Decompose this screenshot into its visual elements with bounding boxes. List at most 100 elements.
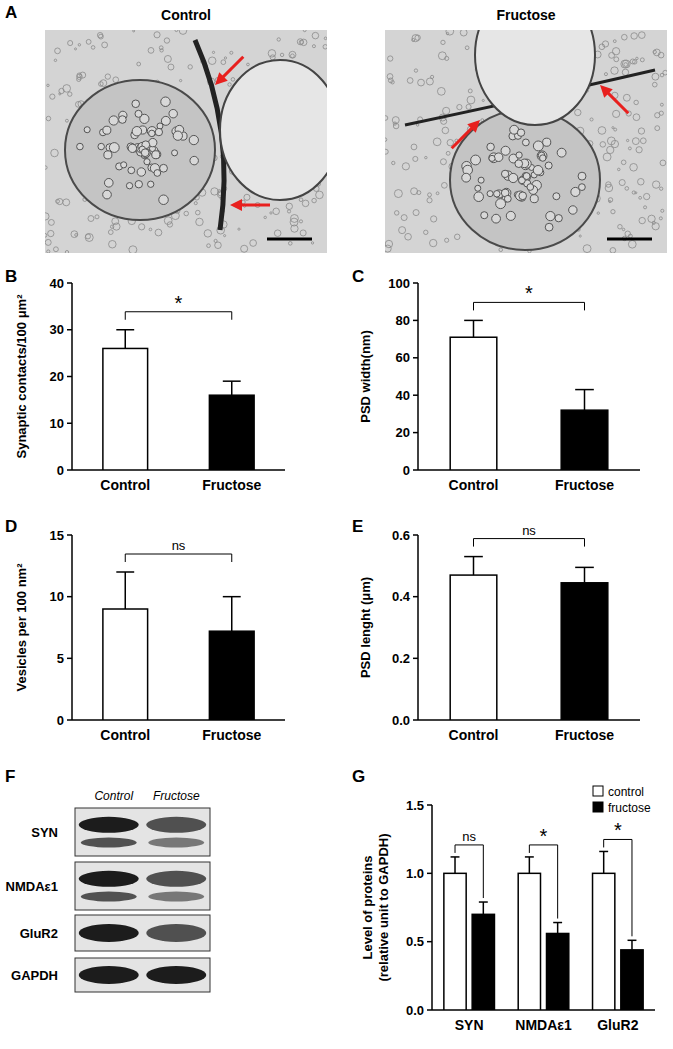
texture: [411, 144, 417, 150]
chart: 020406080100PSD width(nm)ControlFructose…: [358, 276, 640, 494]
error-line: [454, 857, 456, 873]
texture: [212, 51, 214, 53]
texture: [188, 65, 192, 69]
texture: [85, 233, 93, 241]
texture: [196, 218, 203, 225]
band: [79, 966, 139, 984]
texture: [288, 241, 292, 245]
texture: [264, 216, 267, 219]
texture: [412, 35, 419, 42]
texture: [299, 220, 302, 223]
band: [146, 966, 206, 984]
error-bar: [223, 597, 241, 632]
legend-label: control: [608, 785, 644, 799]
blot-row-label: GAPDH: [11, 968, 58, 983]
significance-bracket: [474, 539, 585, 547]
texture: [385, 149, 388, 154]
error-bar: [464, 557, 483, 576]
texture: [230, 51, 233, 54]
texture: [287, 210, 290, 213]
texture: [413, 210, 419, 216]
y-tick-label: 0.4: [392, 589, 411, 604]
significance-label: *: [525, 282, 533, 304]
texture: [602, 41, 608, 47]
panel-label: F: [5, 767, 15, 786]
texture: [430, 239, 437, 246]
y-tick-label: 0.0: [406, 1003, 424, 1018]
texture: [621, 160, 626, 165]
texture: [619, 180, 625, 186]
texture: [441, 182, 447, 188]
y-tick-label: 0.2: [392, 651, 410, 666]
vesicle: [481, 212, 488, 219]
vesicle: [527, 184, 534, 191]
vesicle: [77, 143, 84, 150]
texture: [622, 228, 625, 231]
texture: [413, 156, 418, 161]
vesicle: [537, 151, 547, 161]
bar: [444, 873, 466, 1010]
texture: [53, 247, 58, 252]
vesicle: [487, 143, 495, 151]
texture: [393, 123, 399, 129]
texture: [611, 140, 618, 147]
vesicle: [515, 160, 523, 168]
texture: [416, 124, 418, 126]
texture: [68, 92, 72, 96]
texture: [617, 168, 620, 171]
texture: [290, 215, 298, 223]
texture: [77, 77, 81, 81]
texture: [660, 187, 663, 190]
band: [81, 838, 137, 848]
texture: [460, 30, 467, 36]
texture: [442, 127, 449, 134]
arrow: [606, 91, 629, 114]
texture: [425, 156, 427, 158]
texture: [88, 216, 94, 222]
texture: [312, 32, 319, 39]
texture: [417, 191, 421, 195]
vesicle: [144, 159, 150, 165]
bar: [209, 395, 254, 470]
texture: [454, 234, 460, 240]
vesicle: [104, 151, 112, 159]
texture: [457, 104, 462, 109]
vesicle: [159, 195, 169, 205]
texture: [91, 46, 95, 50]
texture: [95, 215, 99, 219]
error-line: [231, 381, 233, 395]
error-line: [557, 923, 559, 934]
bar: [103, 609, 148, 720]
texture: [65, 250, 68, 253]
texture: [68, 41, 73, 46]
y-tick-label: 40: [50, 276, 64, 291]
texture: [250, 240, 257, 247]
bouton: [450, 110, 600, 250]
error-line: [584, 390, 586, 411]
texture: [632, 60, 636, 64]
significance-label: *: [614, 819, 622, 841]
texture: [164, 217, 172, 225]
texture: [286, 203, 292, 209]
texture: [300, 39, 307, 46]
texture: [195, 210, 200, 215]
texture: [603, 153, 611, 161]
texture: [598, 127, 606, 135]
blot-row-label: NMDAε1: [6, 879, 58, 894]
texture: [299, 198, 303, 202]
arrow-head: [600, 85, 613, 98]
vesicle: [533, 141, 543, 151]
vesicle: [128, 144, 136, 152]
vesicle: [141, 149, 149, 157]
texture: [280, 53, 283, 56]
vesicle: [546, 211, 555, 220]
chart: 0.00.20.40.6PSD lenght (μm)ControlFructo…: [358, 523, 640, 743]
texture: [590, 118, 593, 121]
texture: [112, 218, 119, 225]
panel-label: E: [352, 517, 363, 536]
vesicle: [132, 100, 140, 108]
vesicle: [578, 172, 586, 180]
blot-strip: [75, 808, 210, 856]
texture: [385, 138, 387, 141]
texture: [431, 216, 437, 222]
